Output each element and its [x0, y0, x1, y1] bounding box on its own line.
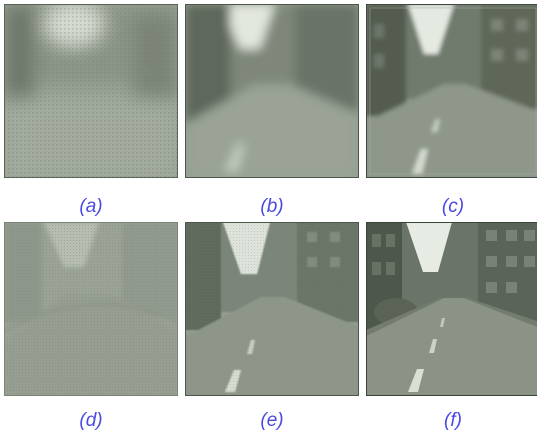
street-scene-a: [4, 4, 178, 178]
panel-a-image: [4, 4, 178, 178]
panel-b-image: [185, 4, 359, 178]
caption-d: (d): [79, 410, 103, 431]
panel-e-image: [185, 222, 359, 396]
street-scene-d: [4, 222, 178, 396]
caption-f: (f): [444, 410, 462, 431]
caption-c: (c): [441, 196, 465, 217]
caption-a: (a): [79, 196, 103, 217]
caption-b: (b): [260, 196, 284, 217]
panel-d-image: [4, 222, 178, 396]
street-scene-f: [366, 222, 537, 396]
street-scene-c: [366, 4, 537, 178]
street-scene-e: [185, 222, 359, 396]
panel-f-image: [366, 222, 537, 396]
street-scene-b: [185, 4, 359, 178]
panel-c-image: [366, 4, 537, 178]
caption-e: (e): [260, 410, 284, 431]
